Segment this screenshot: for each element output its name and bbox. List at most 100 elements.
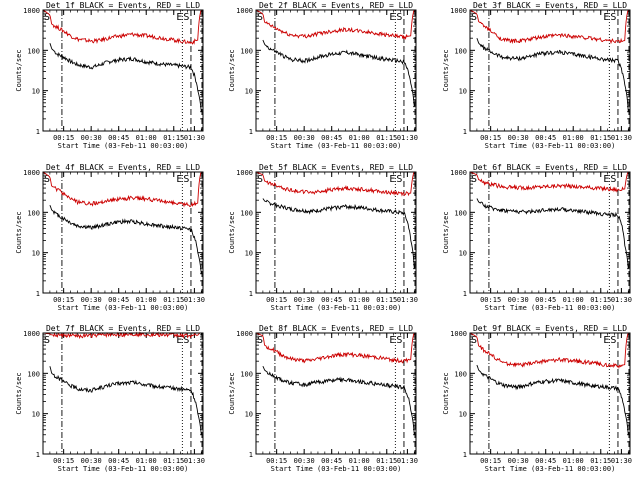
- panel-title: Det 6f BLACK = Events, RED = LLD: [473, 163, 627, 172]
- annotation-e: E: [176, 12, 182, 23]
- y-tick-label: 1: [249, 451, 253, 459]
- plot-frame: [42, 9, 204, 132]
- x-tick-label: 00:15: [53, 457, 74, 465]
- x-tick-label: 01:15: [163, 457, 184, 465]
- annotation-e: E: [176, 174, 182, 185]
- lld-series-line: [255, 9, 415, 40]
- x-tick-label: 01:15: [163, 296, 184, 304]
- x-tick-label: 00:45: [535, 134, 556, 142]
- y-axis-label: Counts/sec: [228, 49, 236, 91]
- y-axis-label: Counts/sec: [442, 211, 450, 253]
- y-tick-label: 10: [245, 88, 253, 96]
- x-tick-label: 01:15: [590, 296, 611, 304]
- x-tick-label: 00:45: [535, 296, 556, 304]
- y-tick-label: 1000: [236, 330, 253, 338]
- y-tick-label: 1000: [236, 7, 253, 15]
- y-tick-label: 1: [249, 290, 253, 298]
- x-tick-label: 01:15: [590, 134, 611, 142]
- y-tick-label: 1: [463, 451, 467, 459]
- y-axis-label: Counts/sec: [228, 372, 236, 414]
- y-tick-label: 1: [36, 290, 40, 298]
- annotation-s-end: S: [183, 12, 189, 23]
- x-tick-label: 00:45: [321, 134, 342, 142]
- x-tick-label: 01:00: [563, 134, 584, 142]
- y-tick-label: 100: [240, 209, 253, 217]
- panel-title: Det 7f BLACK = Events, RED = LLD: [46, 324, 200, 333]
- y-axis-label: Counts/sec: [15, 49, 23, 91]
- events-series-line: [49, 205, 202, 274]
- annotation-s-end: S: [610, 174, 616, 185]
- x-tick-label: 01:15: [376, 457, 397, 465]
- annotation-e: E: [389, 174, 395, 185]
- panel-det-1: Det 1f BLACK = Events, RED = LLD 1 10 100 10…: [15, 1, 205, 150]
- y-tick-label: 1: [249, 128, 253, 136]
- x-tick-label: 01:15: [376, 134, 397, 142]
- annotation-s: S: [257, 174, 263, 185]
- events-series-line: [49, 366, 202, 435]
- x-tick-label: 00:15: [53, 134, 74, 142]
- x-tick-label: 00:15: [266, 296, 287, 304]
- annotation-s: S: [257, 335, 263, 346]
- annotation-s-end: S: [396, 335, 402, 346]
- y-tick-label: 1000: [236, 169, 253, 177]
- plot-frame: [469, 9, 631, 132]
- x-tick-label: 00:15: [266, 457, 287, 465]
- x-tick-label: 00:15: [53, 296, 74, 304]
- x-tick-label: 01:00: [563, 296, 584, 304]
- y-tick-label: 1000: [450, 330, 467, 338]
- y-axis-label: Counts/sec: [228, 211, 236, 253]
- panel-det-6: Det 6f BLACK = Events, RED = LLD 1 10 100 10…: [442, 163, 632, 312]
- lld-series-line: [42, 331, 202, 340]
- plot-frame: [255, 171, 417, 294]
- y-tick-label: 1000: [450, 7, 467, 15]
- y-tick-label: 100: [240, 47, 253, 55]
- x-tick-label: 01:30: [184, 296, 205, 304]
- panel-det-5: Det 5f BLACK = Events, RED = LLD 1 10 100 10…: [228, 163, 418, 312]
- events-series-line: [476, 364, 629, 435]
- x-tick-label: 00:45: [108, 134, 129, 142]
- x-tick-label: 01:00: [349, 134, 370, 142]
- panel-det-9: Det 9f BLACK = Events, RED = LLD 1 10 100 10…: [442, 324, 632, 473]
- x-tick-label: 01:30: [611, 134, 632, 142]
- x-tick-label: 00:15: [480, 134, 501, 142]
- y-tick-label: 1: [463, 290, 467, 298]
- panel-title: Det 9f BLACK = Events, RED = LLD: [473, 324, 627, 333]
- x-tick-label: 01:30: [611, 296, 632, 304]
- x-tick-label: 01:30: [184, 457, 205, 465]
- annotation-e: E: [176, 335, 182, 346]
- plot-frame: [469, 332, 631, 455]
- panel-det-3: Det 3f BLACK = Events, RED = LLD 1 10 100 10…: [442, 1, 632, 150]
- annotation-s: S: [44, 12, 50, 23]
- y-tick-label: 100: [454, 370, 467, 378]
- x-axis-label: Start Time (03-Feb-11 00:03:00): [271, 142, 402, 150]
- x-tick-label: 01:00: [349, 457, 370, 465]
- panel-title: Det 4f BLACK = Events, RED = LLD: [46, 163, 200, 172]
- events-series-line: [49, 43, 202, 112]
- lld-series-line: [255, 332, 415, 364]
- lld-series-line: [469, 332, 629, 369]
- x-tick-label: 00:15: [480, 457, 501, 465]
- y-tick-label: 10: [245, 411, 253, 419]
- annotation-s-end: S: [183, 174, 189, 185]
- events-series-line: [262, 366, 415, 435]
- x-axis-label: Start Time (03-Feb-11 00:03:00): [58, 304, 189, 312]
- annotation-s-end: S: [610, 335, 616, 346]
- y-tick-label: 10: [459, 88, 467, 96]
- plot-frame: [255, 9, 417, 132]
- annotation-e: E: [603, 174, 609, 185]
- x-tick-label: 01:00: [136, 457, 157, 465]
- x-tick-label: 01:00: [349, 296, 370, 304]
- y-tick-label: 1: [36, 451, 40, 459]
- x-axis-label: Start Time (03-Feb-11 00:03:00): [58, 465, 189, 473]
- annotation-s-end: S: [610, 12, 616, 23]
- x-tick-label: 00:30: [508, 296, 529, 304]
- y-tick-label: 100: [240, 370, 253, 378]
- annotation-s: S: [44, 174, 50, 185]
- events-series-line: [262, 198, 415, 269]
- x-tick-label: 00:30: [294, 134, 315, 142]
- plot-frame: [469, 171, 631, 294]
- annotation-s: S: [471, 12, 477, 23]
- x-tick-label: 01:30: [611, 457, 632, 465]
- annotation-s-end: S: [396, 174, 402, 185]
- x-axis-label: Start Time (03-Feb-11 00:03:00): [485, 304, 616, 312]
